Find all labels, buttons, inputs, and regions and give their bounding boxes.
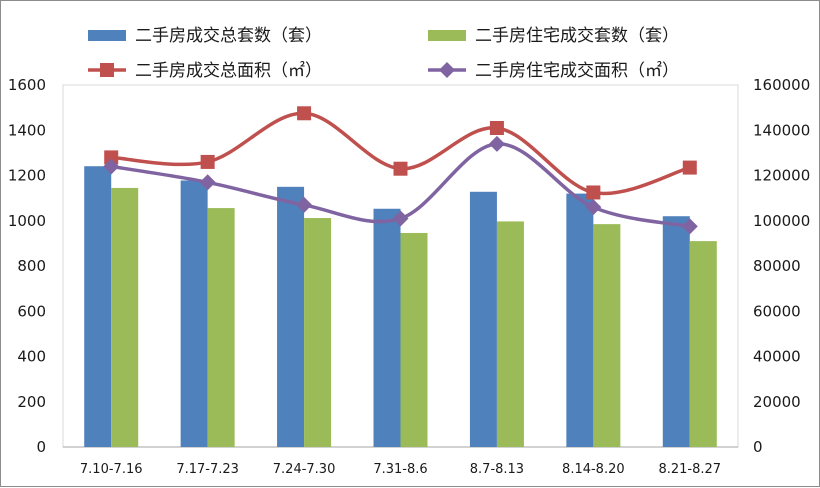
legend-marker bbox=[439, 62, 455, 78]
point-residential-area bbox=[488, 135, 505, 152]
point-total-area bbox=[297, 106, 312, 121]
point-total-area bbox=[200, 154, 215, 169]
bar-residential-count bbox=[304, 218, 332, 447]
point-residential-area bbox=[681, 218, 698, 235]
bar-residential-count bbox=[111, 187, 139, 447]
legend-swatch bbox=[428, 30, 466, 41]
x-category-label: 8.7-8.13 bbox=[470, 462, 524, 477]
y-left-tick-label: 400 bbox=[17, 348, 46, 366]
y-left-tick-label: 0 bbox=[36, 438, 46, 456]
y-right-tick-label: 0 bbox=[753, 438, 763, 456]
y-right-tick-label: 60000 bbox=[753, 302, 801, 320]
bar-residential-count bbox=[593, 224, 621, 447]
point-total-area bbox=[586, 185, 601, 200]
x-category-label: 8.14-8.20 bbox=[562, 462, 625, 477]
x-category-label: 7.24-7.30 bbox=[273, 462, 336, 477]
x-category-label: 7.10-7.16 bbox=[80, 462, 143, 477]
bars bbox=[84, 166, 717, 448]
bar-total-count bbox=[469, 191, 497, 447]
point-total-area bbox=[393, 161, 408, 176]
x-category-label: 7.31-8.6 bbox=[373, 462, 427, 477]
bar-residential-count bbox=[207, 208, 235, 447]
y-right-tick-label: 140000 bbox=[753, 121, 810, 139]
y-left-tick-label: 800 bbox=[17, 257, 46, 275]
legend: 二手房成交总套数（套） 二手房住宅成交套数（套） 二手房成交总面积（㎡） 二手房住宅成… bbox=[88, 26, 679, 81]
y-left-tick-label: 200 bbox=[17, 393, 46, 411]
point-total-area bbox=[104, 150, 119, 165]
bar-total-count bbox=[84, 166, 112, 447]
lines bbox=[103, 106, 698, 235]
x-category-label: 8.21-8.27 bbox=[658, 462, 721, 477]
y-left-tick-label: 1000 bbox=[8, 212, 46, 230]
bar-residential-count bbox=[400, 232, 428, 447]
y-right-tick-label: 160000 bbox=[753, 76, 810, 94]
bar-residential-count bbox=[689, 241, 717, 447]
point-residential-area bbox=[585, 199, 602, 216]
y-left-tick-label: 600 bbox=[17, 302, 46, 320]
axes: 0 200 400 600 800 1000 1200 1400 1600 0 20000 40000… bbox=[8, 76, 810, 477]
y-right-tick-label: 80000 bbox=[753, 257, 801, 275]
y-right-tick-label: 100000 bbox=[753, 212, 810, 230]
legend-swatch bbox=[88, 30, 126, 41]
point-residential-area bbox=[199, 174, 216, 191]
legend-marker bbox=[100, 63, 114, 77]
bar-total-count bbox=[277, 186, 305, 447]
legend-label: 二手房成交总面积（㎡） bbox=[135, 61, 322, 81]
y-right-tick-label: 20000 bbox=[753, 393, 801, 411]
y-left-tick-label: 1200 bbox=[8, 167, 46, 185]
point-total-area bbox=[489, 120, 504, 135]
point-total-area bbox=[682, 160, 697, 175]
bar-total-count bbox=[566, 193, 594, 447]
y-left-tick-label: 1400 bbox=[8, 121, 46, 139]
bar-total-count bbox=[662, 216, 690, 447]
y-right-tick-label: 120000 bbox=[753, 167, 810, 185]
legend-label: 二手房住宅成交套数（套） bbox=[475, 26, 679, 46]
bar-total-count bbox=[373, 208, 401, 447]
point-residential-area bbox=[392, 210, 409, 227]
legend-label: 二手房住宅成交面积（㎡） bbox=[475, 61, 679, 81]
y-right-tick-label: 40000 bbox=[753, 348, 801, 366]
bar-residential-count bbox=[496, 221, 524, 447]
legend-label: 二手房成交总套数（套） bbox=[135, 26, 322, 46]
x-category-label: 7.17-7.23 bbox=[176, 462, 239, 477]
bar-total-count bbox=[180, 180, 208, 448]
point-residential-area bbox=[296, 196, 313, 213]
point-residential-area bbox=[103, 158, 120, 175]
y-left-tick-label: 1600 bbox=[8, 76, 46, 94]
